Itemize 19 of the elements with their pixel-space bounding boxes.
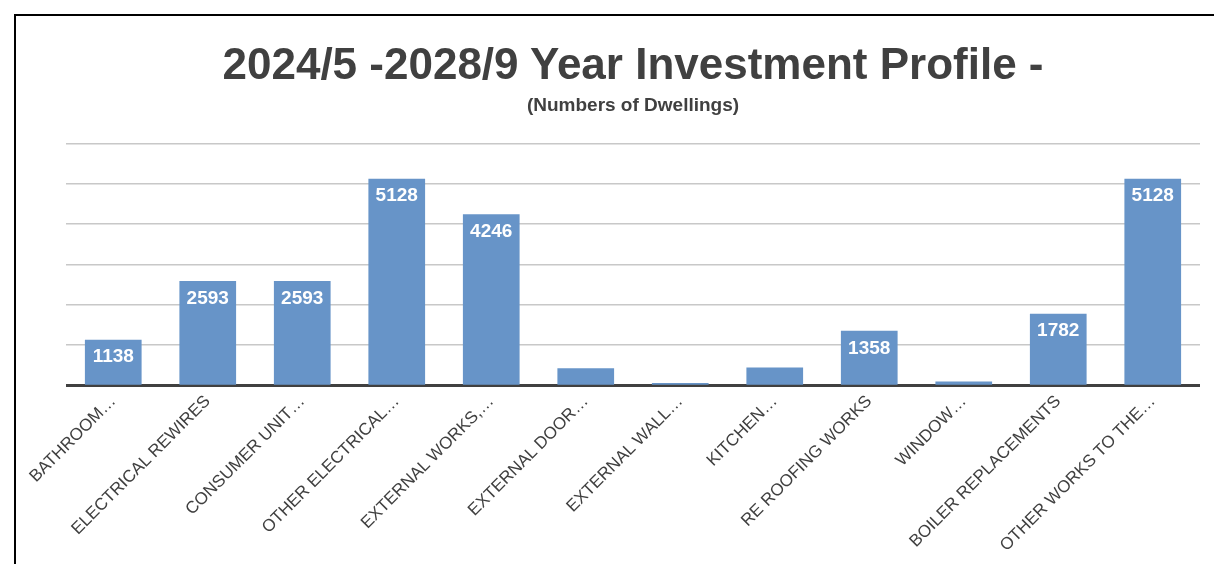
data-label: 2593 <box>281 286 324 308</box>
bar <box>462 214 520 385</box>
bar <box>273 280 331 385</box>
data-label: 2593 <box>186 286 229 308</box>
data-label: 1358 <box>848 336 891 358</box>
chart-title: 2024/5 -2028/9 Year Investment Profile - <box>222 38 1044 88</box>
bar <box>935 381 993 385</box>
bar <box>1124 178 1182 385</box>
data-label: 1138 <box>92 345 134 367</box>
bar <box>1029 313 1087 385</box>
data-label: 1782 <box>1037 319 1080 341</box>
bar <box>746 367 804 385</box>
data-label: 5128 <box>375 184 418 206</box>
bar <box>368 178 426 385</box>
bar <box>557 368 615 385</box>
bar <box>179 280 237 385</box>
data-label: 4246 <box>470 220 513 242</box>
chart-subtitle: (Numbers of Dwellings) <box>526 94 740 116</box>
data-label: 5128 <box>1131 184 1174 206</box>
